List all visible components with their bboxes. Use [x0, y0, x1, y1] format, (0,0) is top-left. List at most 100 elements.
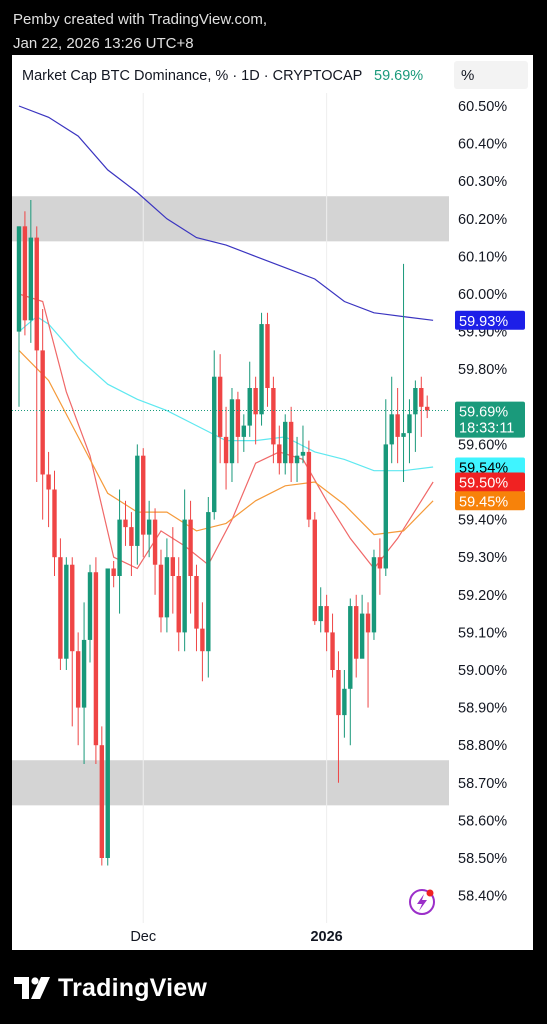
chart-title-value: 59.69% — [374, 68, 423, 84]
candle-body — [365, 613, 371, 633]
candle — [354, 594, 359, 678]
candle — [176, 557, 181, 652]
candle — [75, 632, 81, 746]
candle-body — [16, 226, 22, 332]
creator-line: Pemby created with TradingView.com, — [13, 11, 268, 28]
candle — [58, 538, 63, 670]
candle-body — [336, 670, 341, 716]
candle-body — [40, 350, 45, 475]
price-axis-tick-label: 60.20% — [458, 212, 507, 228]
candle — [425, 395, 430, 419]
candle — [324, 594, 329, 652]
candle-body — [259, 324, 264, 415]
candle-body — [81, 639, 87, 708]
price-axis-tick-label: 59.60% — [458, 437, 507, 453]
percent-scale-label: % — [461, 67, 474, 84]
candle — [200, 602, 205, 682]
candle — [217, 354, 223, 464]
candle — [22, 211, 28, 336]
candle — [117, 489, 122, 614]
percent-scale-button[interactable] — [454, 61, 528, 89]
candle-body — [425, 406, 430, 411]
candle — [123, 500, 128, 546]
candle-body — [288, 421, 294, 464]
candle-body — [324, 606, 329, 633]
candle-body — [87, 572, 93, 640]
price-axis-tick-label: 59.80% — [458, 362, 507, 378]
candle — [146, 500, 152, 558]
candle — [170, 527, 176, 614]
candle — [407, 399, 412, 464]
price-axis-tick-label: 59.20% — [458, 588, 507, 604]
chart-title: Market Cap BTC Dominance, % · 1D · CRYPT… — [22, 68, 362, 84]
candle-body — [158, 564, 164, 618]
candle — [300, 425, 306, 464]
price-axis-tick-label: 58.70% — [458, 776, 507, 792]
candle — [247, 361, 252, 437]
candle — [46, 451, 51, 528]
candle — [229, 388, 235, 482]
candle-body — [371, 557, 377, 633]
candle-body — [377, 557, 383, 569]
candle — [312, 512, 317, 625]
candle — [64, 557, 69, 670]
tradingview-logo-icon — [14, 977, 50, 999]
moving-average-line — [18, 105, 434, 321]
candle-body — [70, 564, 75, 652]
candle — [419, 376, 424, 437]
price-label-text: 59.69% — [459, 405, 508, 421]
candle-body — [194, 576, 199, 629]
chart-canvas[interactable]: 60.50% 60.40% 60.30% 60.20% 60.10% 60.00% 59.9… — [12, 55, 533, 950]
candle — [348, 598, 353, 746]
candle-body — [413, 388, 418, 415]
brand-name: TradingView — [58, 973, 208, 1002]
candle-body — [348, 606, 353, 689]
candle-body — [253, 388, 258, 415]
moving-average-line — [18, 315, 434, 472]
price-label: 59.50% — [455, 472, 525, 492]
candle — [111, 560, 116, 588]
price-label-background — [455, 472, 525, 492]
lightning-icon[interactable] — [409, 889, 435, 915]
chart-frame[interactable]: 60.50% 60.40% 60.30% 60.20% 60.10% 60.00% 59.9… — [12, 55, 533, 950]
price-label-text: 59.50% — [459, 476, 508, 492]
candle-body — [401, 433, 406, 437]
candle-body — [342, 688, 347, 716]
candle — [188, 500, 193, 614]
candle-body — [277, 444, 282, 464]
candle — [40, 309, 45, 520]
candle — [342, 670, 347, 738]
candle-body — [265, 324, 270, 388]
watermark-header: Pemby created with TradingView.com, Jan … — [13, 8, 267, 56]
candle-body — [176, 576, 181, 633]
candle — [135, 444, 140, 565]
candle-body — [247, 388, 252, 426]
candle — [223, 406, 229, 490]
candle-body — [164, 557, 170, 618]
candle — [212, 350, 217, 520]
candle-body — [312, 519, 317, 622]
price-label: 59.69%18:33:11 — [455, 401, 525, 438]
price-label-text: 59.93% — [459, 314, 508, 330]
candle — [265, 312, 270, 407]
candle — [306, 440, 312, 528]
candle — [259, 312, 264, 426]
candle-body — [217, 376, 223, 437]
candle — [371, 549, 377, 640]
candle-body — [395, 414, 400, 437]
candle — [294, 436, 300, 482]
candle — [164, 538, 170, 633]
support-resistance-zone — [12, 760, 449, 806]
candle — [383, 399, 388, 576]
candle-body — [58, 557, 63, 659]
candle — [395, 388, 400, 464]
candle — [401, 263, 406, 482]
price-axis-tick-label: 59.40% — [458, 513, 507, 529]
price-label-text: 59.45% — [459, 494, 508, 510]
candle — [129, 512, 134, 576]
candle-body — [223, 436, 229, 464]
footer-brand: TradingView — [14, 970, 207, 1006]
candle — [365, 602, 371, 708]
candle — [359, 594, 365, 659]
candle — [283, 414, 288, 475]
